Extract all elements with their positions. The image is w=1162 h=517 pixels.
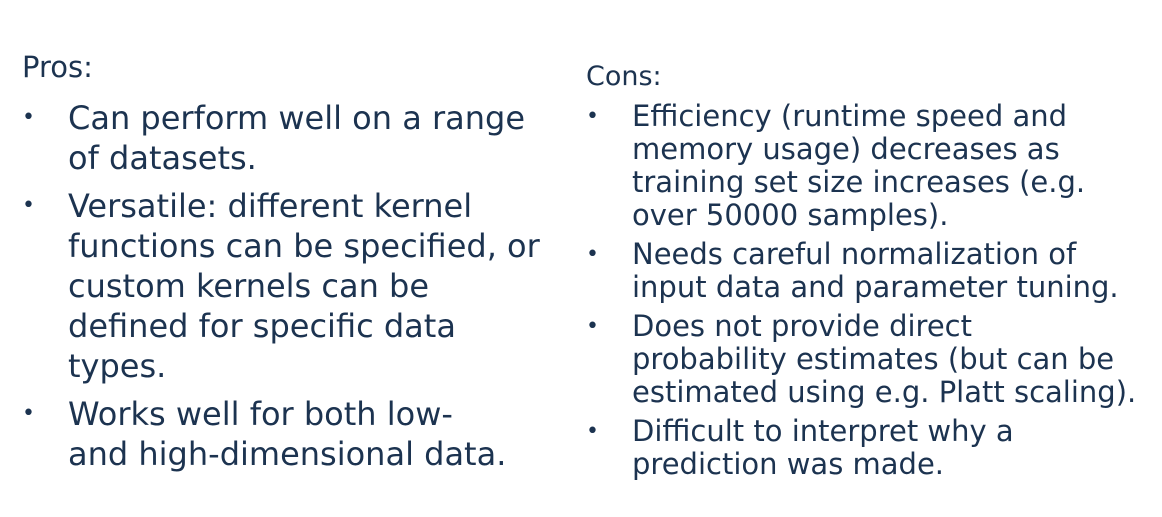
pros-item-text: Versatile: different kernel functions ca… — [68, 187, 540, 385]
cons-item-text: Needs careful normalization of input dat… — [632, 237, 1119, 304]
cons-list-item: • Efficiency (runtime speed and memory u… — [586, 100, 1146, 232]
cons-list-item: • Does not provide direct probability es… — [586, 310, 1146, 409]
pros-list-item: • Versatile: different kernel functions … — [22, 186, 542, 386]
bullet-icon: • — [586, 419, 599, 444]
cons-list: • Efficiency (runtime speed and memory u… — [586, 100, 1146, 487]
cons-heading: Cons: — [586, 61, 662, 92]
cons-item-text: Does not provide direct probability esti… — [632, 309, 1137, 409]
cons-list-item: • Difficult to interpret why a predictio… — [586, 415, 1146, 481]
cons-list-item: • Needs careful normalization of input d… — [586, 238, 1146, 304]
bullet-icon: • — [586, 104, 599, 129]
bullet-icon: • — [586, 242, 599, 267]
bullet-icon: • — [22, 193, 35, 218]
bullet-icon: • — [22, 401, 35, 426]
pros-list-item: • Can perform well on a range of dataset… — [22, 98, 542, 178]
bullet-icon: • — [22, 105, 35, 130]
pros-list: • Can perform well on a range of dataset… — [22, 98, 542, 482]
pros-heading: Pros: — [22, 50, 93, 84]
pros-item-text: Can perform well on a range of datasets. — [68, 99, 526, 177]
bullet-icon: • — [586, 314, 599, 339]
cons-item-text: Efficiency (runtime speed and memory usa… — [632, 99, 1086, 232]
pros-list-item: • Works well for both low- and high-dime… — [22, 394, 542, 474]
cons-item-text: Difficult to interpret why a prediction … — [632, 414, 1014, 481]
pros-item-text: Works well for both low- and high-dimens… — [68, 395, 507, 473]
